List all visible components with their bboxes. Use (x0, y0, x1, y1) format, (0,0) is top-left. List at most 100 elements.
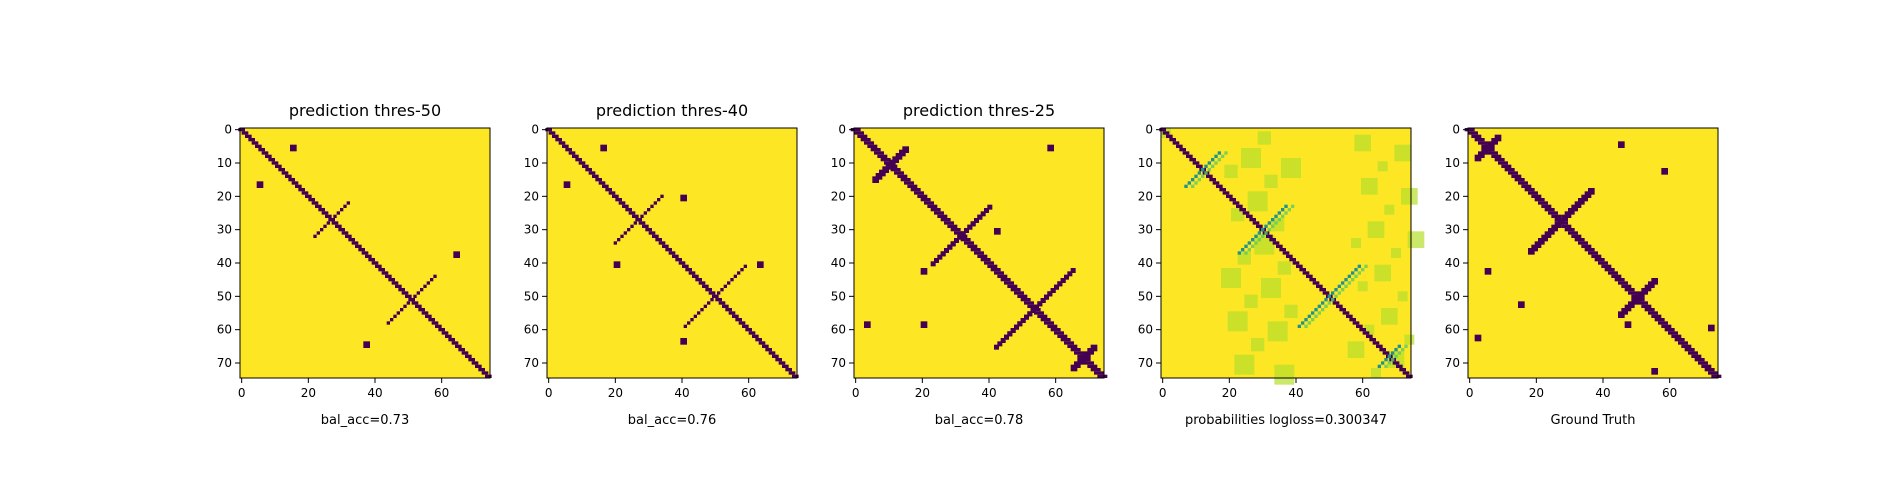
heatmap-cell (885, 163, 893, 170)
heatmap-cell (627, 228, 631, 232)
heatmap-cell (879, 169, 886, 177)
heatmap-blob (256, 181, 264, 188)
heatmap-cell (313, 234, 317, 238)
heatmap-cell (1691, 354, 1702, 358)
heatmap-cell (1494, 134, 1502, 142)
heatmap-cell (433, 274, 437, 278)
heatmap-cell (902, 146, 909, 153)
heatmap-blob (680, 194, 687, 202)
heatmap-cell (1397, 344, 1401, 348)
heatmap-cell (1254, 234, 1258, 238)
heatmap-cell (743, 264, 747, 268)
heatmap-cell (1274, 214, 1278, 218)
y-tick-label: 40 (524, 256, 539, 270)
heatmap-cell (612, 194, 619, 198)
heatmap-cell (423, 284, 427, 288)
heatmap-cell (735, 318, 742, 322)
heatmap-cell (1267, 228, 1271, 232)
y-tick-label: 50 (217, 289, 232, 303)
heatmap-cell (738, 321, 746, 325)
heatmap-cell (1648, 311, 1658, 315)
heatmap-cell (1067, 271, 1073, 277)
heatmap-cell (318, 208, 325, 212)
heatmap-cell (1007, 284, 1018, 288)
heatmap-cell (987, 264, 998, 268)
heatmap-cell (1044, 321, 1054, 325)
heatmap-cell (371, 261, 379, 265)
panel-1-heatmap (238, 128, 492, 378)
x-tick-label: 60 (741, 386, 756, 400)
heatmap-patch (1381, 308, 1398, 325)
y-tick-label: 40 (217, 256, 232, 270)
heatmap-cell (977, 214, 983, 220)
heatmap-cell (1207, 168, 1211, 172)
y-tick-label: 40 (831, 256, 846, 270)
heatmap-cell (448, 338, 455, 342)
heatmap-cell (298, 188, 305, 192)
heatmap-cell (1508, 171, 1518, 175)
heatmap-cell (478, 368, 485, 372)
heatmap-cell (620, 234, 624, 238)
heatmap-cell (1159, 128, 1166, 132)
heatmap-blob (363, 341, 370, 348)
heatmap-blob (563, 181, 571, 188)
heatmap-cell (737, 271, 741, 275)
heatmap-cell (1534, 198, 1545, 202)
heatmap-cell (1356, 324, 1363, 328)
heatmap-cell (1628, 291, 1638, 295)
heatmap-cell (877, 154, 888, 158)
heatmap-cell (857, 134, 868, 138)
heatmap-cell (1024, 301, 1034, 305)
heatmap-cell (702, 284, 709, 288)
heatmap-cell (435, 324, 442, 328)
heatmap-cell (1352, 321, 1360, 325)
heatmap-cell (1402, 371, 1410, 375)
heatmap-cell (665, 248, 672, 252)
heatmap-cell (713, 294, 717, 298)
heatmap-cell (872, 176, 879, 183)
heatmap-cell (1166, 134, 1173, 138)
panel-1-xlabel: bal_acc=0.73 (321, 413, 409, 428)
heatmap-cell (278, 168, 285, 172)
y-tick-label: 30 (1138, 223, 1153, 237)
panel-2-frame (546, 127, 798, 379)
x-tick-label: 20 (301, 386, 316, 400)
heatmap-cell (964, 241, 974, 245)
heatmap-cell (1624, 304, 1632, 312)
x-tick-label: 0 (852, 386, 860, 400)
heatmap-cell (575, 158, 582, 162)
heatmap-cell (630, 224, 634, 228)
heatmap-cell (785, 368, 792, 372)
heatmap-cell (623, 231, 627, 235)
panel-4: 0 20 40 60 0 10 20 30 40 50 60 70 probabilities log… (1138, 123, 1425, 428)
heatmap-cell (343, 204, 347, 208)
heatmap-cell (970, 248, 981, 252)
heatmap-cell (1564, 211, 1572, 218)
y-tick-label: 40 (1138, 256, 1153, 270)
heatmap-cell (1638, 301, 1648, 305)
heatmap-cell (1204, 171, 1208, 175)
heatmap-blob (757, 261, 764, 268)
y-tick-label: 10 (831, 156, 846, 170)
heatmap-cell (1237, 251, 1241, 255)
heatmap-cell (1254, 241, 1258, 245)
heatmap-cell (944, 221, 954, 225)
heatmap-cell (765, 348, 772, 352)
heatmap-patch (1224, 164, 1238, 178)
heatmap-cell (1397, 351, 1401, 355)
heatmap-cell (897, 174, 908, 178)
heatmap-cell (455, 344, 462, 348)
heatmap-cell (940, 251, 946, 257)
y-tick-label: 50 (831, 289, 846, 303)
heatmap-cell (396, 311, 400, 315)
heatmap-cell (967, 224, 973, 230)
heatmap-cell (1014, 291, 1024, 295)
y-tick-label: 10 (1138, 156, 1153, 170)
heatmap-cell (740, 268, 744, 272)
heatmap-cell (880, 158, 891, 162)
y-tick-label: 40 (1445, 256, 1460, 270)
heatmap-cell (471, 361, 479, 365)
heatmap-cell (413, 294, 417, 298)
heatmap-cell (930, 261, 936, 267)
